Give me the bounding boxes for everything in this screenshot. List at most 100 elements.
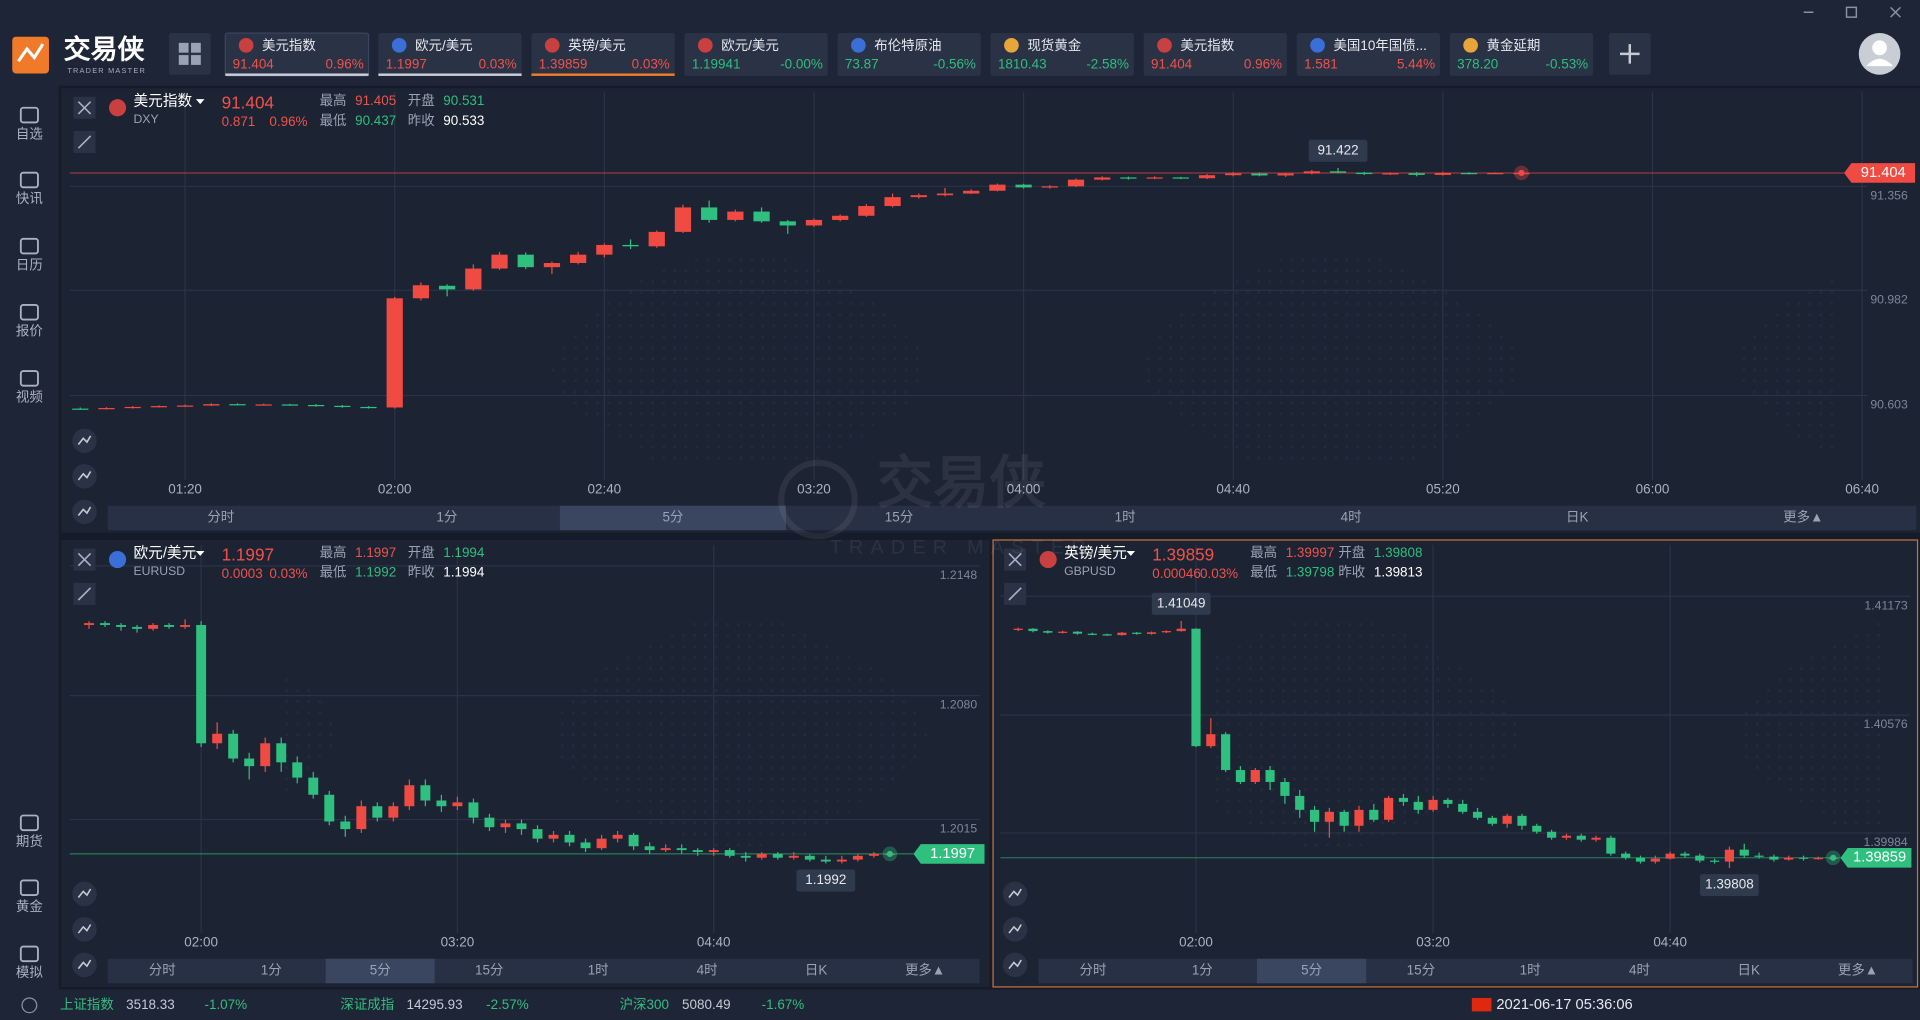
map-dot: [1378, 390, 1382, 394]
map-dot: [640, 445, 644, 449]
compare-tool[interactable]: [72, 952, 97, 978]
map-dot: [781, 655, 785, 660]
interval-tab[interactable]: 4时: [1341, 510, 1362, 525]
compare-tool[interactable]: [72, 499, 97, 525]
map-dot: [615, 777, 619, 781]
map-dot: [1292, 788, 1297, 792]
interval-tab[interactable]: 5分: [370, 963, 391, 978]
interval-tab[interactable]: 分时: [207, 510, 234, 525]
interval-tab[interactable]: 1时: [1115, 510, 1136, 525]
map-dot: [1808, 390, 1812, 394]
interval-tab[interactable]: 4时: [697, 963, 718, 978]
interval-tab[interactable]: 日K: [1738, 963, 1760, 978]
candle-body: [596, 838, 607, 849]
interval-tab[interactable]: 4时: [1629, 963, 1650, 978]
ticker[interactable]: 欧元/美元1.1997 0.03%: [378, 33, 522, 76]
interval-tab[interactable]: 日K: [805, 963, 827, 978]
indicator-tool[interactable]: [72, 428, 97, 454]
interval-tab[interactable]: 1分: [1192, 963, 1213, 978]
map-dot: [684, 368, 688, 372]
map-dot: [1502, 711, 1506, 715]
map-dot: [816, 269, 820, 273]
sidebar-item[interactable]: 自选: [16, 106, 43, 142]
ticker-flag: [697, 37, 713, 53]
interval-tab[interactable]: 1分: [436, 510, 457, 525]
interval-tab[interactable]: 15分: [475, 963, 503, 978]
map-dot: [913, 722, 917, 726]
dropdown-caret[interactable]: [195, 99, 205, 105]
headset-icon[interactable]: [21, 997, 38, 1014]
map-dot: [681, 788, 686, 792]
interval-tab[interactable]: 5分: [662, 510, 683, 525]
map-dot: [584, 324, 589, 328]
draw-tool[interactable]: [1002, 917, 1028, 942]
ticker[interactable]: 欧元/美元1.19941 -0.00%: [684, 33, 828, 76]
map-dot: [739, 456, 743, 460]
map-dot: [1378, 291, 1382, 295]
interval-tab[interactable]: 日K: [1566, 510, 1588, 525]
map-dot: [770, 700, 774, 704]
restore[interactable]: [1845, 6, 1858, 18]
map-dot: [296, 733, 300, 737]
ticker[interactable]: 英镑/美元1.39859 0.03%: [531, 33, 675, 76]
close[interactable]: [1890, 6, 1901, 18]
map-dot: [673, 313, 677, 317]
interval-tab[interactable]: 1分: [261, 963, 282, 978]
map-dot: [794, 335, 798, 339]
map-dot: [1403, 700, 1407, 704]
interval-tab[interactable]: 分时: [149, 963, 176, 978]
interval-tab[interactable]: 分时: [1080, 963, 1107, 978]
map-dot: [747, 655, 752, 660]
compare-tool[interactable]: [1002, 952, 1028, 978]
interval-tab[interactable]: 更多▲: [905, 962, 945, 978]
draw-tool[interactable]: [72, 464, 97, 489]
indicator-tool[interactable]: [1002, 881, 1028, 907]
map-dot: [792, 633, 796, 638]
map-dot: [1425, 810, 1429, 814]
map-dot: [792, 655, 796, 660]
interval-tab[interactable]: 1时: [1520, 963, 1541, 978]
ticker[interactable]: 美国10年国债...1.581 5.44%: [1296, 33, 1440, 76]
map-dot: [629, 401, 633, 405]
map-dot: [1777, 777, 1781, 781]
interval-tab[interactable]: 5分: [1301, 963, 1322, 978]
interval-tab[interactable]: 更多▲: [1838, 962, 1878, 978]
map-dot: [1455, 357, 1459, 361]
sidebar-item[interactable]: 报价: [16, 303, 43, 339]
indicator-tool[interactable]: [72, 881, 97, 907]
map-dot: [1797, 390, 1801, 394]
map-dot: [1290, 258, 1294, 262]
map-dot: [1345, 357, 1349, 361]
interval-tab[interactable]: 1时: [588, 963, 609, 978]
indicator-tool-icon: [77, 435, 92, 445]
interval-tab[interactable]: 15分: [885, 510, 913, 525]
interval-tab[interactable]: 更多▲: [1783, 509, 1823, 525]
candle-body: [196, 625, 207, 744]
interval-tab[interactable]: 15分: [1407, 963, 1435, 978]
sidebar-item[interactable]: 视频: [16, 370, 43, 405]
sidebar-item[interactable]: 模拟: [16, 945, 43, 981]
sidebar-item[interactable]: 期货: [16, 814, 43, 850]
sidebar-item[interactable]: 日历: [16, 237, 43, 273]
dropdown-caret[interactable]: [195, 551, 205, 556]
map-dot: [1345, 434, 1349, 438]
layout-button[interactable]: [168, 33, 211, 75]
map-dot: [1403, 777, 1407, 781]
map-dot: [1378, 456, 1382, 460]
map-dot: [1378, 324, 1382, 328]
draw-tool[interactable]: [72, 917, 97, 942]
map-dot: [761, 412, 765, 416]
sidebar-item[interactable]: 黄金: [16, 879, 43, 914]
map-dot: [307, 711, 311, 715]
sidebar-item[interactable]: 快讯: [16, 171, 43, 207]
map-dot: [1336, 700, 1341, 704]
dropdown-caret[interactable]: [1126, 551, 1136, 556]
map-dot: [1381, 666, 1385, 671]
map-dot: [714, 689, 719, 693]
map-dot: [882, 368, 886, 372]
